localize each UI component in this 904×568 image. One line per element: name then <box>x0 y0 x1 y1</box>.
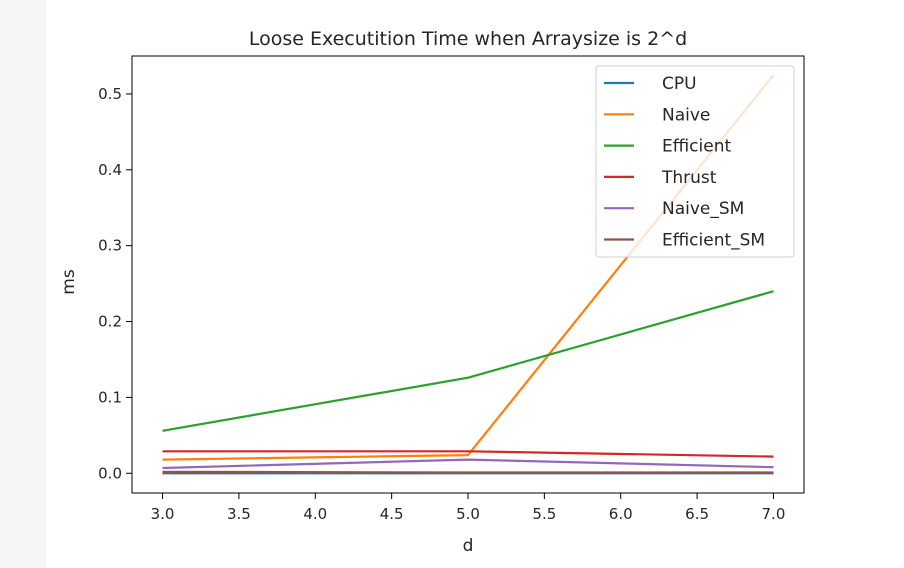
x-axis-label: d <box>463 536 474 556</box>
legend-label: Thrust <box>661 168 717 188</box>
page-gutter <box>0 0 46 568</box>
y-tick-label: 0.0 <box>98 464 122 482</box>
series-line-efficient-sm <box>162 470 774 474</box>
series-line-naive-sm <box>162 458 774 470</box>
legend-label: Naive <box>662 105 710 125</box>
legend: CPU Naive Efficient Thrust Naive_SM Efficient… <box>595 65 795 258</box>
x-tick-label: 5.5 <box>532 505 556 523</box>
y-tick-label: 0.4 <box>98 161 122 179</box>
x-tick-label: 4.0 <box>303 505 327 523</box>
y-axis-label: ms <box>59 269 79 295</box>
chart-title: Loose Executition Time when Arraysize is… <box>249 28 687 50</box>
y-tick-label: 0.2 <box>98 313 122 331</box>
series-line-efficient <box>162 290 774 432</box>
plot-frame <box>131 55 805 494</box>
legend-box <box>595 65 795 258</box>
x-tick-label: 5.0 <box>456 505 480 523</box>
x-tick-label: 7.0 <box>762 505 786 523</box>
y-tick-label: 0.3 <box>98 237 122 255</box>
x-tick-label: 3.5 <box>227 505 251 523</box>
y-tick-label: 0.1 <box>98 388 122 406</box>
series-line-thrust <box>162 450 774 458</box>
y-tick-label: 0.5 <box>98 85 122 103</box>
legend-label: Efficient <box>662 137 731 157</box>
legend-label: Efficient_SM <box>662 231 765 251</box>
x-tick-label: 6.5 <box>685 505 709 523</box>
x-tick-label: 4.5 <box>380 505 404 523</box>
x-tick-label: 6.0 <box>609 505 633 523</box>
legend-label: Naive_SM <box>662 199 744 219</box>
legend-label: CPU <box>662 74 697 94</box>
x-tick-label: 3.0 <box>151 505 175 523</box>
